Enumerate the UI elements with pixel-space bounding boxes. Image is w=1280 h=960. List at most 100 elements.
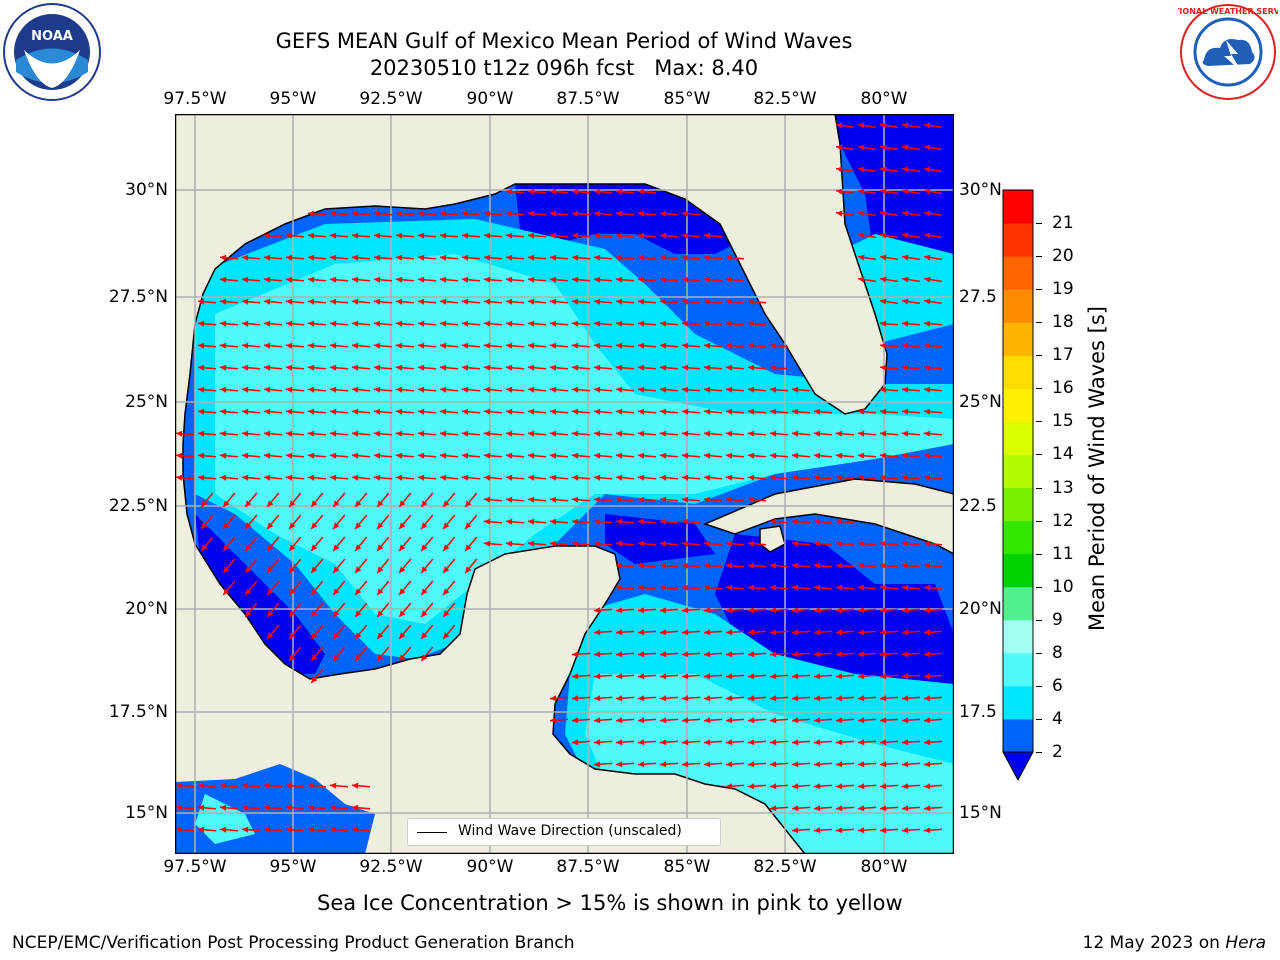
direction-arrow-head [858,629,865,636]
direction-arrow-head [836,474,843,481]
direction-arrow-head [176,782,183,789]
direction-arrow-head [616,452,623,459]
direction-arrow-head [836,695,843,702]
direction-arrow-head [880,607,887,614]
direction-arrow-head [704,474,711,481]
direction-arrow-head [660,739,667,746]
direction-arrow-head [330,782,337,789]
direction-arrow-head [814,518,821,525]
direction-arrow-head [311,500,318,507]
direction-arrow-head [748,584,755,591]
direction-arrow-head [550,386,557,393]
direction-arrow-head [616,673,623,680]
direction-arrow-head [528,452,535,459]
direction-arrow-head [550,342,557,349]
direction-arrow-head [396,210,403,217]
direction-arrow-head [770,629,777,636]
direction-arrow-head [792,408,799,415]
colorbar-segment [1003,223,1033,257]
direction-arrow-head [704,496,711,503]
direction-arrow-head [748,629,755,636]
direction-arrow-head [264,232,271,239]
direction-arrow-head [616,254,623,261]
colorbar-tick-mark [1036,553,1042,555]
direction-arrow-head [418,232,425,239]
direction-arrow-head [198,320,205,327]
direction-arrow-head [880,629,887,636]
direction-arrow-head [352,386,359,393]
colorbar-label: Mean Period of Wind Waves [s] [1085,306,1109,631]
direction-arrow-head [770,584,777,591]
direction-arrow-head [924,805,931,812]
direction-arrow-head [902,166,909,173]
direction-arrow-head [748,783,755,790]
direction-arrow-head [594,629,601,636]
direction-arrow-head [528,320,535,327]
direction-arrow-head [198,298,205,305]
colorbar-tick-label: 18 [1052,312,1074,333]
direction-arrow-head [660,607,667,614]
direction-arrow-head [572,276,579,283]
direction-arrow-head [399,632,406,639]
direction-arrow-head [638,761,645,768]
direction-arrow-head [748,651,755,658]
direction-arrow-head [572,695,579,702]
direction-arrow-head [770,474,777,481]
direction-arrow-head [638,298,645,305]
direction-arrow-head [836,761,843,768]
direction-arrow-head [286,452,293,459]
colorbar-tick-label: 11 [1052,543,1074,564]
direction-arrow-head [377,632,384,639]
direction-arrow-head [660,629,667,636]
direction-arrow-head [484,408,491,415]
colorbar-tick-label: 9 [1052,609,1063,630]
direction-arrow-head [333,522,340,529]
sea-ice-note: Sea Ice Concentration > 15% is shown in … [317,891,903,915]
direction-arrow-head [726,276,733,283]
direction-arrow-head [924,452,931,459]
direction-arrow-head [726,673,733,680]
lat-label: 27.5 [959,287,997,307]
lat-label: 17.5 [959,702,997,722]
direction-arrow-head [399,500,406,507]
direction-arrow-head [355,632,362,639]
direction-arrow-head [198,782,205,789]
direction-arrow-head [572,717,579,724]
direction-arrow-head [264,298,271,305]
lat-label: 17.5°N [108,702,168,722]
lon-label: 82.5°W [753,89,817,109]
direction-arrow-head [286,474,293,481]
direction-arrow-head [880,805,887,812]
direction-arrow-head [198,804,205,811]
direction-arrow-head [528,386,535,393]
direction-arrow-head [836,651,843,658]
direction-arrow-head [748,342,755,349]
direction-arrow-head [836,540,843,547]
direction-arrow-head [399,522,406,529]
direction-arrow-head [704,562,711,569]
direction-arrow-head [902,276,909,283]
direction-arrow-head [638,342,645,349]
direction-arrow-head [572,474,579,481]
direction-arrow-head [858,188,865,195]
direction-arrow-head [242,782,249,789]
direction-arrow-head [660,298,667,305]
direction-arrow-head [223,566,230,573]
direction-arrow-head [616,607,623,614]
direction-arrow-head [264,474,271,481]
direction-arrow-head [924,474,931,481]
direction-arrow-head [594,474,601,481]
direction-arrow-head [421,544,428,551]
direction-arrow-head [308,210,315,217]
direction-arrow-head [333,654,340,661]
direction-arrow-head [421,654,428,661]
direction-arrow-head [443,522,450,529]
direction-arrow-head [550,717,557,724]
direction-arrow-head [682,342,689,349]
direction-arrow-head [506,474,513,481]
direction-arrow-head [264,364,271,371]
direction-arrow-head [660,717,667,724]
direction-arrow-head [418,364,425,371]
direction-arrow-head [223,500,230,507]
direction-arrow-head [528,408,535,415]
